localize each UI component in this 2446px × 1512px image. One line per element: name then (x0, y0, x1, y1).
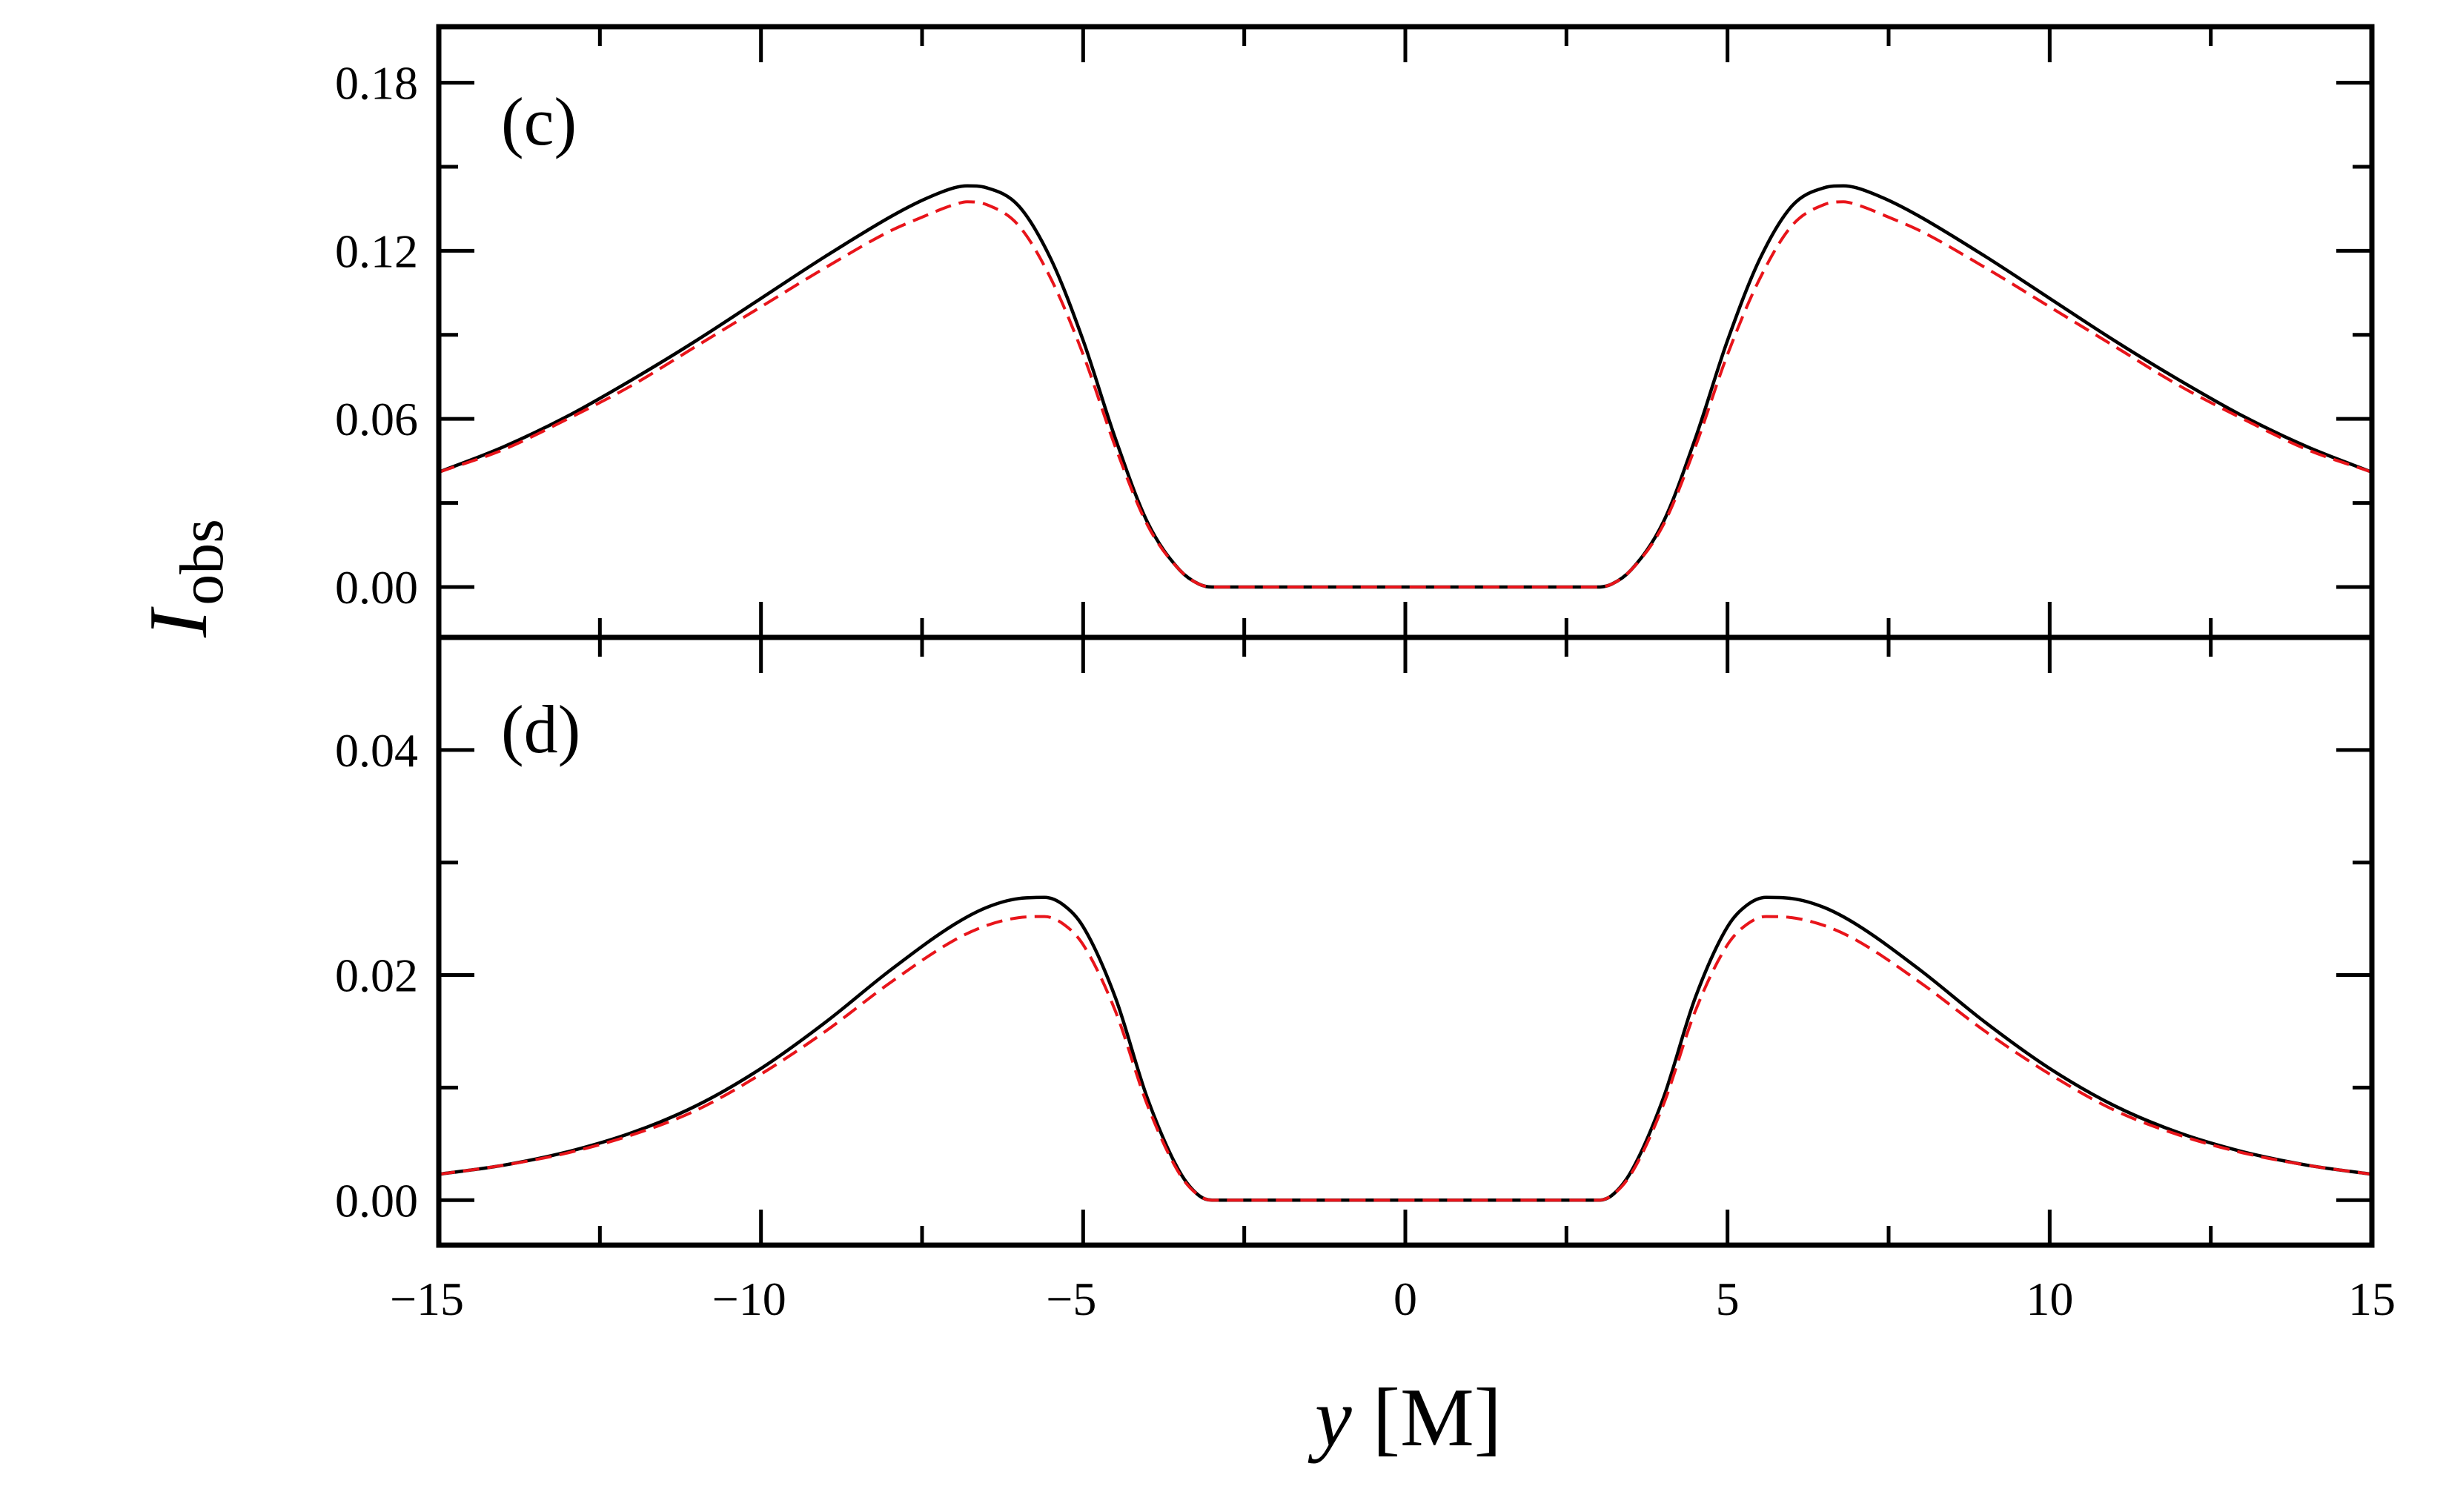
panel-c-label: (c) (501, 84, 577, 159)
panel-c-y-tick-labels: 0.00 0.06 0.12 0.18 (335, 57, 418, 614)
x-axis-title: y [M] (1307, 1372, 1502, 1464)
panel-c-y-tick-label: 0.06 (335, 393, 418, 445)
x-tick-label: −10 (712, 1273, 786, 1325)
panel-c: 0.00 0.06 0.12 0.18 (c) (335, 24, 2375, 640)
panel-d-x-tick-labels: −15 −10 −5 0 5 10 15 (390, 1273, 2396, 1325)
panel-c-series-dashed-red-line (438, 200, 2373, 589)
x-tick-label: −5 (1046, 1273, 1096, 1325)
x-tick-label: 10 (2026, 1273, 2073, 1325)
y-axis-title-sub: obs (168, 519, 236, 606)
panel-d-y-tick-label: 0.00 (335, 1174, 418, 1227)
panel-c-y-tick-label: 0.00 (335, 561, 418, 614)
panel-c-series-lines (438, 184, 2373, 589)
panel-d-y-tick-label: 0.02 (335, 949, 418, 1002)
x-tick-label: −15 (390, 1273, 464, 1325)
panel-d-frame (436, 634, 2375, 1248)
y-axis-title-main: I (133, 606, 225, 638)
panel-c-y-tick-label: 0.12 (335, 225, 418, 277)
panel-d-ticks (437, 637, 2374, 1245)
panel-c-y-tick-label: 0.18 (335, 57, 418, 110)
x-tick-label: 15 (2348, 1273, 2396, 1325)
panel-d-y-tick-label: 0.04 (335, 724, 418, 777)
x-axis-title-var: y (1307, 1372, 1352, 1464)
panel-c-series-solid-black-line (438, 184, 2373, 589)
panel-d-series-dashed-red-line (438, 915, 2373, 1202)
panel-d-y-tick-labels: 0.00 0.02 0.04 (335, 724, 418, 1227)
panel-d-series-lines (438, 895, 2373, 1202)
y-axis-title: Iobs (133, 519, 236, 638)
panel-d: −15 −10 −5 0 5 10 15 0.00 0.02 0.04 (d) (335, 634, 2396, 1325)
x-axis-title-unit: [M] (1352, 1372, 1502, 1464)
x-tick-label: 0 (1393, 1273, 1417, 1325)
panel-d-label: (d) (501, 692, 580, 767)
x-tick-label: 5 (1716, 1273, 1740, 1325)
